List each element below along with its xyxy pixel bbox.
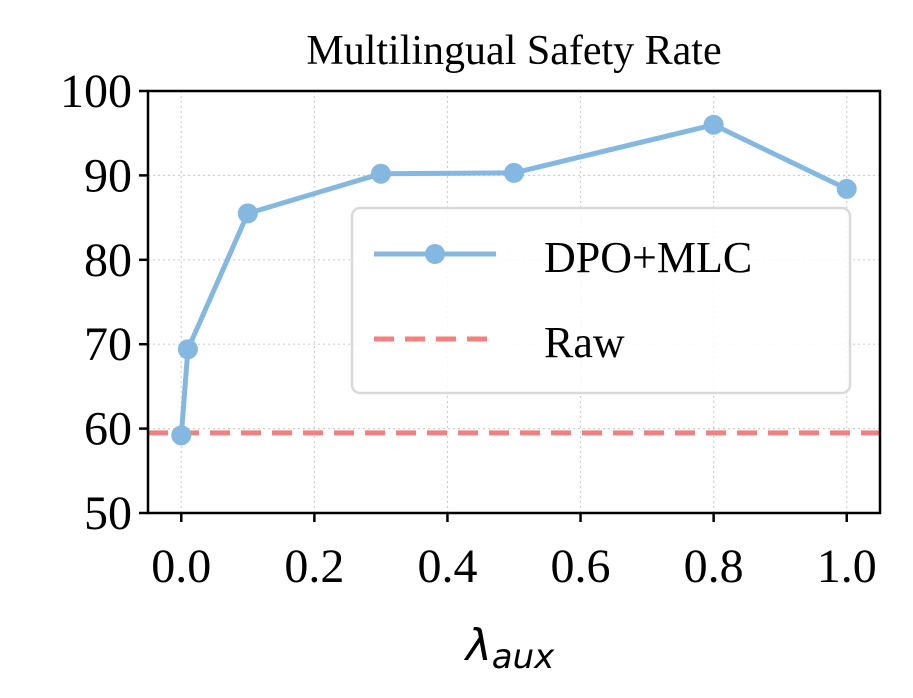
data-point	[370, 163, 391, 184]
x-axis-label-subscript: aux	[492, 637, 555, 677]
legend-label-raw: Raw	[544, 318, 625, 367]
chart-title: Multilingual Safety Rate	[306, 28, 721, 74]
y-tick-label: 60	[84, 403, 132, 456]
x-tick-label: 0.2	[284, 540, 344, 593]
plot-frame	[146, 89, 882, 515]
x-tick-label: 1.0	[817, 540, 877, 593]
x-tick-label: 0.0	[151, 540, 211, 593]
data-point	[836, 178, 857, 199]
legend-marker-dpo-mlc	[425, 244, 445, 264]
data-point	[504, 162, 524, 183]
data-point	[237, 203, 258, 224]
data-point	[177, 339, 198, 360]
y-tick-label: 100	[60, 65, 132, 118]
y-axis-ticks: 50 60 70 80 90 100	[60, 65, 148, 540]
y-tick-label: 70	[84, 318, 132, 371]
y-tick-label: 50	[84, 487, 132, 540]
data-series	[171, 114, 857, 446]
legend: DPO+MLC Raw	[350, 206, 852, 395]
x-tick-label: 0.6	[551, 540, 611, 593]
x-tick-label: 0.8	[684, 540, 744, 593]
x-axis-label: λaux	[464, 620, 555, 677]
x-tick-label: 0.4	[417, 540, 477, 593]
legend-label-dpo-mlc: DPO+MLC	[544, 233, 752, 282]
y-tick-label: 90	[84, 149, 132, 202]
data-point	[703, 114, 724, 135]
data-point	[171, 425, 192, 446]
y-tick-label: 80	[84, 234, 132, 287]
x-axis-label-symbol: λ	[464, 620, 492, 671]
x-axis-ticks: 0.0 0.2 0.4 0.6 0.8 1.0	[151, 513, 877, 593]
